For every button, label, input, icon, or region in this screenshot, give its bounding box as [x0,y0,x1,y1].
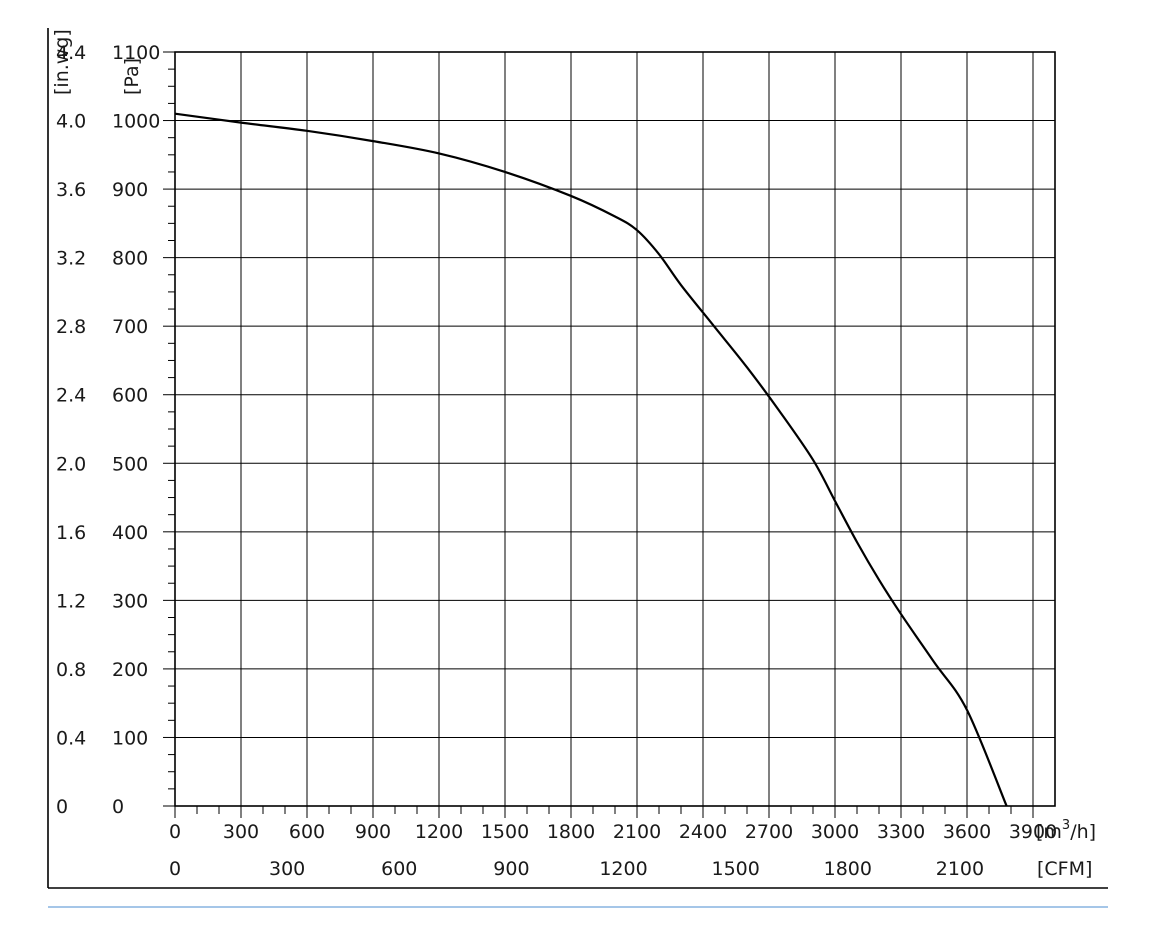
y-secondary-tick-label: 2.0 [56,453,86,475]
x-primary-tick-label: 3600 [943,821,991,843]
y-primary-tick-label: 400 [112,522,148,544]
y-primary-tick-label: 200 [112,659,148,681]
tick-labels: 0 300 600 900 1200 1500 1800 2100 2400 2700 3000 33… [56,42,1057,880]
y-secondary-tick-label: 2.4 [56,385,86,407]
x-primary-tick-label: 1200 [415,821,463,843]
x-secondary-tick-label: 0 [169,858,181,880]
x-secondary-tick-label: 1500 [711,858,759,880]
y-secondary-tick-label: 1.6 [56,522,86,544]
x-primary-unit-base: [m [1036,821,1062,843]
y-secondary-tick-label: 0 [56,796,68,818]
pressure-curve-series [174,112,1008,807]
x-primary-tick-label: 3000 [811,821,859,843]
y-primary-tick-label: 0 [112,796,124,818]
x-primary-tick-label: 2100 [613,821,661,843]
y-secondary-tick-label: 3.2 [56,248,86,270]
y-secondary-tick-label: 0.8 [56,659,86,681]
y-secondary-tick-label: 4.0 [56,111,86,133]
y-primary-tick-label: 1000 [112,111,160,133]
y-primary-tick-label: 500 [112,453,148,475]
x-secondary-tick-label: 2100 [936,858,984,880]
x-primary-tick-label: 3900 [1009,821,1057,843]
x-primary-tick-label: 300 [223,821,259,843]
x-secondary-unit-label: [CFM] [1037,858,1092,880]
x-primary-tick-label: 3300 [877,821,925,843]
x-primary-tick-label: 2400 [679,821,727,843]
minor-ticks [163,51,1034,818]
x-primary-unit-tail: /h] [1070,821,1096,843]
x-secondary-tick-label: 600 [381,858,417,880]
y-primary-tick-label: 900 [112,179,148,201]
y-secondary-tick-label: 2.8 [56,316,86,338]
x-secondary-tick-label: 1800 [824,858,872,880]
x-secondary-tick-label: 900 [493,858,529,880]
y-primary-unit-label: [Pa] [121,58,143,95]
y-secondary-tick-label: 3.6 [56,179,86,201]
x-primary-tick-label: 0 [169,821,181,843]
y-primary-tick-label: 600 [112,385,148,407]
x-secondary-tick-label: 300 [269,858,305,880]
y-primary-tick-label: 100 [112,727,148,749]
x-primary-tick-label: 1800 [547,821,595,843]
x-primary-tick-label: 1500 [481,821,529,843]
x-primary-tick-label: 600 [289,821,325,843]
x-primary-unit-label: [m3/h] [1036,818,1096,843]
y-secondary-unit-label: [in.wg] [51,29,73,95]
y-secondary-tick-label: 4.4 [56,42,86,64]
grid-lines [175,51,1055,806]
x-primary-tick-label: 2700 [745,821,793,843]
y-primary-tick-label: 800 [112,248,148,270]
x-primary-tick-label: 900 [355,821,391,843]
y-primary-tick-label: 1100 [112,42,160,64]
x-primary-unit-sup: 3 [1062,818,1070,833]
y-secondary-tick-label: 0.4 [56,727,86,749]
x-secondary-tick-label: 1200 [599,858,647,880]
y-secondary-tick-label: 1.2 [56,590,86,612]
y-primary-tick-label: 300 [112,590,148,612]
plot-frame [174,51,1056,807]
y-primary-tick-label: 700 [112,316,148,338]
